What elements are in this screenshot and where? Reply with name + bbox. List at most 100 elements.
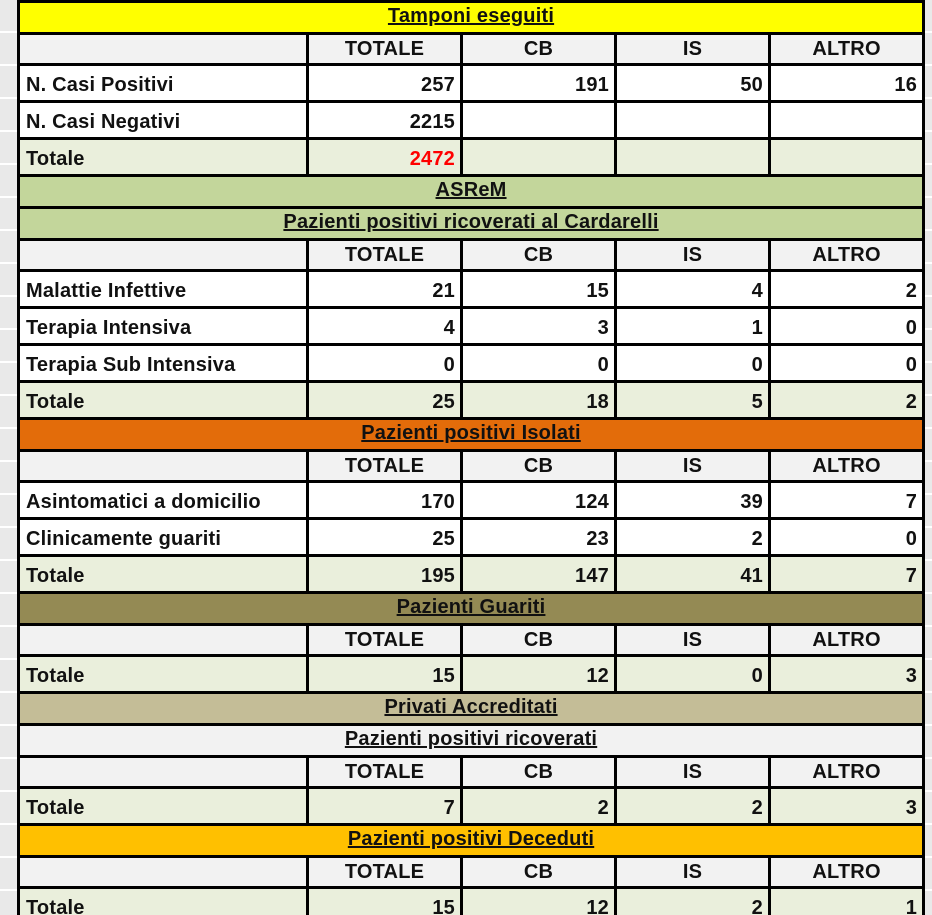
cell-value	[614, 100, 771, 140]
section-band-row: Pazienti positivi ricoverati	[16, 723, 926, 758]
section-band: Pazienti positivi ricoverati	[16, 723, 926, 758]
column-header: TOTALE	[306, 238, 463, 272]
column-header: TOTALE	[306, 32, 463, 66]
cell-value: 7	[767, 480, 926, 520]
cell-value: 25	[306, 380, 463, 420]
data-row: Malattie Infettive 21 15 4 2	[17, 269, 926, 309]
cell-value: 0	[614, 343, 771, 383]
row-label: Totale	[17, 786, 309, 826]
cell-value: 41	[614, 554, 771, 594]
column-header-row: TOTALE CB IS ALTRO	[17, 449, 926, 483]
row-gutter-left	[0, 0, 17, 915]
cell-value: 3	[767, 786, 926, 826]
cell-value: 23	[460, 517, 617, 557]
column-header-empty	[17, 32, 309, 66]
row-label: Malattie Infettive	[17, 269, 309, 309]
column-header: TOTALE	[306, 449, 463, 483]
section-band-row: Pazienti positivi Isolati	[16, 417, 926, 452]
cell-value: 2	[460, 786, 617, 826]
cell-value: 124	[460, 480, 617, 520]
column-header-empty	[17, 623, 309, 657]
cell-value	[767, 137, 926, 177]
cell-value: 1	[767, 886, 926, 915]
column-header: TOTALE	[306, 623, 463, 657]
cell-value: 257	[306, 63, 463, 103]
column-header-empty	[17, 855, 309, 889]
cell-value: 147	[460, 554, 617, 594]
cell-value	[460, 100, 617, 140]
column-header: TOTALE	[306, 755, 463, 789]
cell-value: 12	[460, 654, 617, 694]
column-header-row: TOTALE CB IS ALTRO	[17, 623, 926, 657]
cell-value: 7	[306, 786, 463, 826]
cell-value: 16	[767, 63, 926, 103]
row-label: Totale	[17, 380, 309, 420]
cell-value: 15	[460, 269, 617, 309]
total-row: Totale 2472	[17, 137, 926, 177]
total-row: Totale 15 12 0 3	[17, 654, 926, 694]
section-band-row: Pazienti positivi Deceduti	[16, 823, 926, 858]
cell-value	[767, 100, 926, 140]
column-header: CB	[460, 623, 617, 657]
section-band-row: ASReM	[16, 174, 926, 209]
cell-value: 5	[614, 380, 771, 420]
data-row: N. Casi Positivi 257 191 50 16	[17, 63, 926, 103]
total-row: Totale 7 2 2 3	[17, 786, 926, 826]
cell-value: 15	[306, 654, 463, 694]
cell-value: 191	[460, 63, 617, 103]
cell-value: 21	[306, 269, 463, 309]
total-row: Totale 195 147 41 7	[17, 554, 926, 594]
cell-value: 0	[306, 343, 463, 383]
column-header: ALTRO	[767, 32, 926, 66]
section-band: ASReM	[16, 174, 926, 209]
cell-value: 18	[460, 380, 617, 420]
column-header: IS	[614, 449, 771, 483]
cell-value: 195	[306, 554, 463, 594]
row-gutter-right	[925, 0, 932, 915]
cell-value: 2	[614, 886, 771, 915]
cell-value: 4	[614, 269, 771, 309]
cell-value: 7	[767, 554, 926, 594]
cell-value: 2215	[306, 100, 463, 140]
total-row: Totale 25 18 5 2	[17, 380, 926, 420]
column-header: IS	[614, 755, 771, 789]
cell-value: 2	[614, 517, 771, 557]
cell-value	[460, 137, 617, 177]
row-label: Asintomatici a domicilio	[17, 480, 309, 520]
row-label: Terapia Intensiva	[17, 306, 309, 346]
cell-value: 1	[614, 306, 771, 346]
cell-value: 3	[460, 306, 617, 346]
section-band-row: Pazienti Guariti	[16, 591, 926, 626]
column-header: ALTRO	[767, 623, 926, 657]
data-row: Terapia Sub Intensiva 0 0 0 0	[17, 343, 926, 383]
section-band-row: Pazienti positivi ricoverati al Cardarel…	[16, 206, 926, 241]
section-band: Pazienti Guariti	[16, 591, 926, 626]
column-header: CB	[460, 755, 617, 789]
column-header: TOTALE	[306, 855, 463, 889]
section-band: Pazienti positivi Isolati	[16, 417, 926, 452]
column-header-row: TOTALE CB IS ALTRO	[17, 238, 926, 272]
cell-value: 3	[767, 654, 926, 694]
cell-value: 0	[767, 343, 926, 383]
column-header: CB	[460, 855, 617, 889]
section-band-row: Tamponi eseguiti	[16, 0, 926, 35]
column-header-row: TOTALE CB IS ALTRO	[17, 855, 926, 889]
column-header: ALTRO	[767, 238, 926, 272]
cell-value: 2	[767, 269, 926, 309]
column-header-empty	[17, 449, 309, 483]
column-header: ALTRO	[767, 855, 926, 889]
cell-value: 2	[767, 380, 926, 420]
cell-value: 12	[460, 886, 617, 915]
column-header-empty	[17, 238, 309, 272]
column-header: CB	[460, 238, 617, 272]
cell-value: 39	[614, 480, 771, 520]
section-band-row: Privati Accreditati	[16, 691, 926, 726]
data-row: Asintomatici a domicilio 170 124 39 7	[17, 480, 926, 520]
report-table: Tamponi eseguiti TOTALE CB IS ALTRO N. Casi P…	[16, 0, 926, 915]
column-header: CB	[460, 449, 617, 483]
column-header: CB	[460, 32, 617, 66]
cell-value: 0	[460, 343, 617, 383]
cell-value: 0	[614, 654, 771, 694]
row-label: Clinicamente guariti	[17, 517, 309, 557]
